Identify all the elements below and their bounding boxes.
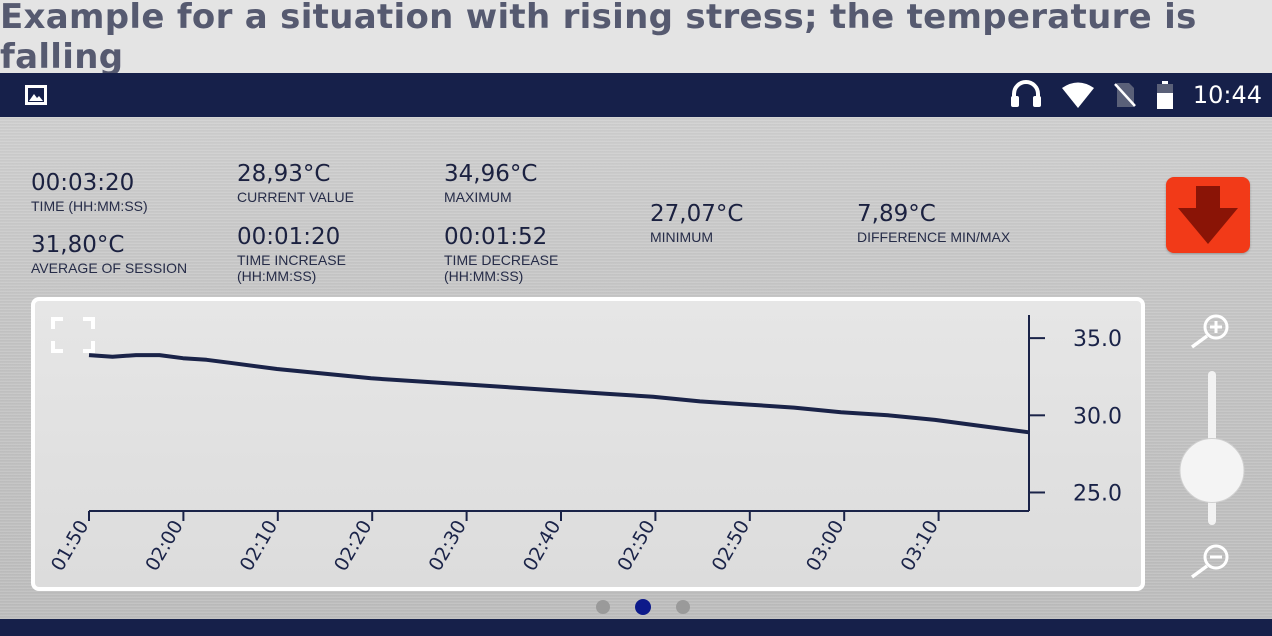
image-icon <box>25 85 47 105</box>
battery-icon <box>1156 81 1173 109</box>
stat-time-decrease-label: TIME DECREASE <box>444 252 559 268</box>
main-panel: 00:03:20 TIME (HH:MM:SS) 31,80°C AVERAGE… <box>0 117 1272 619</box>
chart-svg: 35.0 30.0 25.0 01:50 02:00 02:10 02:20 02:30 02… <box>47 315 1122 575</box>
stat-time: 00:03:20 TIME (HH:MM:SS) <box>31 170 148 214</box>
page-dot[interactable] <box>596 600 610 614</box>
temperature-chart[interactable]: 35.0 30.0 25.0 01:50 02:00 02:10 02:20 02:30 02… <box>31 297 1145 591</box>
page-indicator <box>596 599 690 615</box>
stat-difference: 7,89°C DIFFERENCE MIN/MAX <box>857 201 1010 245</box>
stat-time-increase-value: 00:01:20 <box>237 224 341 250</box>
x-tick-label: 02:40 <box>519 517 565 575</box>
stat-current-value: 28,93°C <box>237 161 331 187</box>
zoom-control <box>1174 307 1250 587</box>
stat-time-decrease-unit: (HH:MM:SS) <box>444 268 524 284</box>
stat-difference-label: DIFFERENCE MIN/MAX <box>857 229 1011 245</box>
zoom-svg <box>1179 314 1245 579</box>
page-dot[interactable] <box>676 600 690 614</box>
stat-maximum-label: MAXIMUM <box>444 189 512 205</box>
stat-time-label: TIME (HH:MM:SS) <box>31 198 148 214</box>
no-sim-icon <box>1113 83 1136 107</box>
stat-average: 31,80°C AVERAGE OF SESSION <box>31 232 187 276</box>
y-tick-label: 35.0 <box>1073 327 1122 352</box>
stat-maximum: 34,96°C MAXIMUM <box>444 161 537 205</box>
x-tick-label: 02:20 <box>330 517 376 575</box>
stat-minimum: 27,07°C MINIMUM <box>650 201 743 245</box>
headset-icon <box>1010 80 1041 107</box>
status-clock: 10:44 <box>1192 81 1262 109</box>
stat-maximum-value: 34,96°C <box>444 161 538 187</box>
stat-time-decrease: 00:01:52 TIME DECREASE (HH:MM:SS) <box>444 224 558 284</box>
x-tick-label: 02:00 <box>141 517 187 575</box>
fullscreen-icon[interactable] <box>51 317 95 353</box>
x-tick-label: 02:10 <box>236 517 282 575</box>
stat-minimum-label: MINIMUM <box>650 229 713 245</box>
stat-average-value: 31,80°C <box>31 232 125 258</box>
wifi-icon <box>1061 82 1094 108</box>
page-dot[interactable] <box>635 599 651 615</box>
zoom-in-icon[interactable] <box>1190 314 1229 349</box>
navigation-bar <box>0 619 1272 636</box>
stat-average-label: AVERAGE OF SESSION <box>31 260 188 276</box>
stat-time-increase-label: TIME INCREASE <box>237 252 346 268</box>
arrow-down-icon <box>1178 186 1238 244</box>
x-tick-label: 03:00 <box>802 517 848 575</box>
y-tick-label: 25.0 <box>1073 481 1122 506</box>
x-tick-label: 01:50 <box>47 517 93 575</box>
trend-down-button[interactable] <box>1166 177 1250 253</box>
zoom-out-icon[interactable] <box>1190 544 1229 579</box>
x-tick-label: 02:30 <box>424 517 470 575</box>
stat-time-increase-unit: (HH:MM:SS) <box>237 268 317 284</box>
y-tick-label: 30.0 <box>1073 404 1122 429</box>
x-tick-label: 03:10 <box>896 517 942 575</box>
x-tick-label: 02:50 <box>708 517 754 575</box>
stat-current-label: CURRENT VALUE <box>237 189 354 205</box>
caption-bar: Example for a situation with rising stre… <box>0 0 1272 77</box>
stat-difference-value: 7,89°C <box>857 201 936 227</box>
status-bar: 10:44 <box>0 73 1272 117</box>
caption-text: Example for a situation with rising stre… <box>0 0 1197 77</box>
zoom-slider-handle[interactable] <box>1179 438 1245 503</box>
stat-time-value: 00:03:20 <box>31 170 135 196</box>
stat-current: 28,93°C CURRENT VALUE <box>237 161 354 205</box>
series-line <box>88 353 1030 435</box>
stat-minimum-value: 27,07°C <box>650 201 744 227</box>
stat-time-decrease-value: 00:01:52 <box>444 224 548 250</box>
stat-time-increase: 00:01:20 TIME INCREASE (HH:MM:SS) <box>237 224 346 284</box>
x-tick-label: 02:50 <box>613 517 659 575</box>
